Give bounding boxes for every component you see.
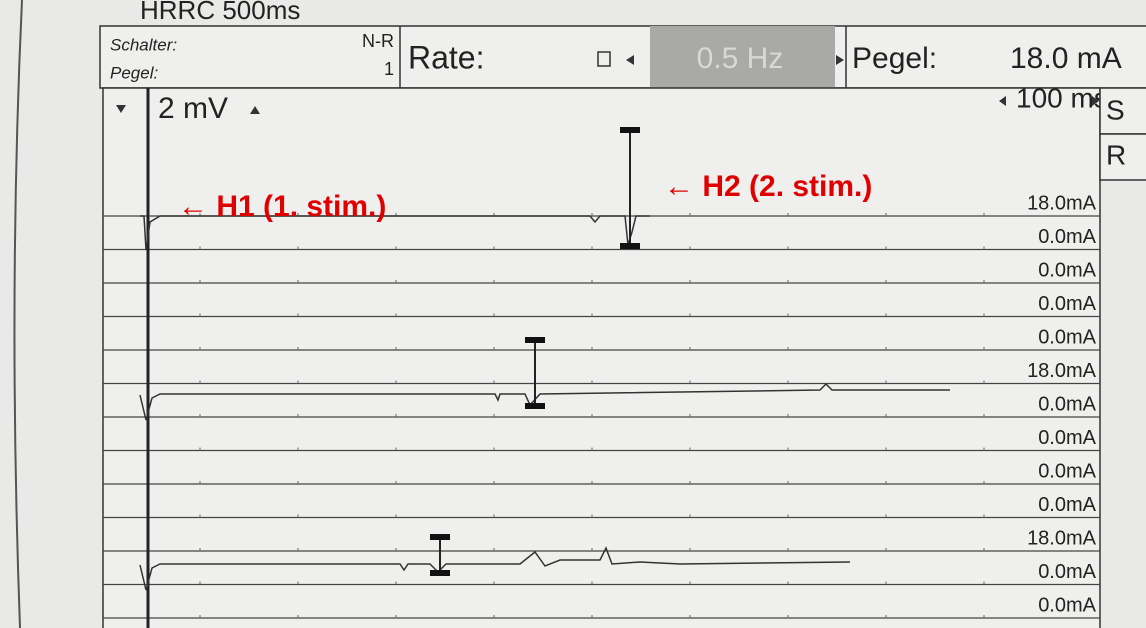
level-value: 1: [384, 59, 394, 79]
level-label: Pegel:: [110, 63, 158, 82]
trace-intensity: 18.0mA: [1027, 527, 1097, 549]
trace-intensity: 0.0mA: [1038, 226, 1096, 248]
trace-intensity: 0.0mA: [1038, 561, 1096, 583]
trace-intensity: 0.0mA: [1038, 293, 1096, 315]
trace-intensity: 0.0mA: [1038, 594, 1096, 616]
trace-area: [103, 88, 1100, 628]
annotation: ← H1 (1. stim.): [178, 190, 386, 223]
switch-value: N-R: [362, 31, 394, 51]
annotation: ← H2 (2. stim.): [664, 170, 872, 203]
trace-intensity: 0.0mA: [1038, 427, 1096, 449]
trace-intensity: 0.0mA: [1038, 460, 1096, 482]
trace-intensity: 0.0mA: [1038, 494, 1096, 516]
side-button[interactable]: R: [1106, 139, 1126, 170]
intensity-value[interactable]: 18.0 mA: [1010, 42, 1122, 75]
switch-label: Schalter:: [110, 35, 177, 54]
trace-intensity: 18.0mA: [1027, 360, 1097, 382]
side-button[interactable]: S: [1106, 94, 1125, 125]
rate-value[interactable]: 0.5 Hz: [697, 42, 784, 75]
rate-label[interactable]: Rate:: [408, 39, 484, 75]
intensity-label[interactable]: Pegel:: [852, 42, 937, 75]
trace-intensity: 18.0mA: [1027, 192, 1097, 214]
trace-intensity: 0.0mA: [1038, 326, 1096, 348]
mode-label: HRRC 500ms: [140, 0, 300, 25]
screen: HRRC 500ms Schalter: Pegel: N-R 1 Rate: …: [0, 0, 1146, 628]
trace-intensity: 0.0mA: [1038, 259, 1096, 281]
gain[interactable]: 2 mV: [158, 92, 228, 125]
trace-intensity: 0.0mA: [1038, 393, 1096, 415]
